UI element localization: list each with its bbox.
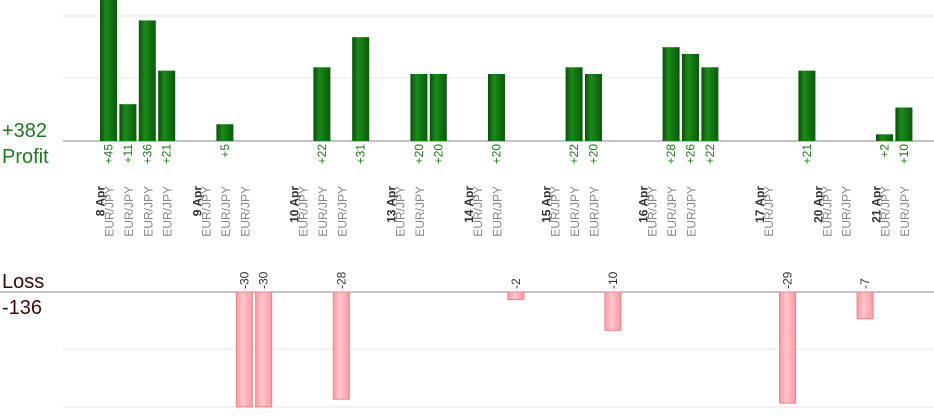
pair-label: EUR/JPY: [820, 186, 834, 237]
pair-label: EUR/JPY: [103, 186, 117, 237]
profit-bar: [138, 20, 156, 141]
date-label: 13 Apr: [385, 186, 399, 223]
pair-label: EUR/JPY: [685, 186, 699, 237]
date-label: 15 Apr: [540, 186, 554, 223]
profit-value-label: +31: [354, 144, 368, 165]
profit-bar: [410, 74, 428, 141]
profit-value-label: +20: [431, 144, 445, 165]
pair-label: EUR/JPY: [394, 186, 408, 237]
profit-bar: [216, 124, 234, 141]
loss-bar: [856, 291, 874, 320]
pair-label: EUR/JPY: [471, 186, 485, 237]
profit-value-label: +20: [412, 144, 426, 165]
profit-total: +382: [2, 120, 47, 142]
date-label: 9 Apr: [191, 186, 205, 217]
pair-label: EUR/JPY: [238, 186, 252, 237]
profit-value-label: +22: [567, 144, 581, 165]
pair-label: EUR/JPY: [219, 186, 233, 237]
profit-value-label: +28: [664, 144, 678, 165]
pair-label: EUR/JPY: [335, 186, 349, 237]
date-label: 21 Apr: [870, 186, 884, 223]
pair-label: EUR/JPY: [840, 186, 854, 237]
pair-label: EUR/JPY: [200, 186, 214, 237]
profit-bar: [429, 74, 447, 141]
profit-bar: [565, 67, 583, 141]
pair-label: EUR/JPY: [122, 186, 136, 237]
pair-label: EUR/JPY: [568, 186, 582, 237]
profit-bar: [701, 67, 719, 141]
pair-label: EUR/JPY: [665, 186, 679, 237]
loss-value-label: -30: [237, 271, 251, 289]
profit-bars: +45 +11 +36 +21 +5 +22 +31 +20 +20 +20 +22 +20 +28 +2…: [100, 0, 913, 165]
loss-bar: [507, 291, 525, 301]
profit-value-label: +45: [102, 144, 116, 165]
profit-label: Profit: [2, 146, 49, 168]
profit-value-label: +22: [703, 144, 717, 165]
loss-bars: -30 -30 -28 -2 -10 -29 -7: [235, 271, 874, 408]
pair-label: EUR/JPY: [161, 186, 175, 237]
profit-bar: [585, 74, 602, 141]
pair-label: EUR/JPY: [316, 186, 330, 237]
profit-bar: [158, 70, 176, 141]
profit-value-label: +2: [878, 144, 892, 158]
date-label: 8 Apr: [94, 186, 108, 217]
profit-bar: [119, 104, 137, 141]
loss-label: Loss: [2, 271, 44, 293]
pair-label: EUR/JPY: [588, 186, 602, 237]
axis-labels: 8 Apr 9 Apr 10 Apr 13 Apr 14 Apr 15 Apr 16 Apr…: [94, 186, 912, 237]
profit-bar: [313, 67, 331, 141]
date-label: 14 Apr: [462, 186, 476, 223]
pair-label: EUR/JPY: [646, 186, 660, 237]
pair-label: EUR/JPY: [141, 186, 155, 237]
date-label: 17 Apr: [753, 186, 767, 223]
profit-bar: [352, 37, 370, 141]
loss-value-label: -2: [509, 278, 523, 289]
pair-label: EUR/JPY: [413, 186, 427, 237]
loss-bar: [779, 291, 796, 404]
loss-value-label: -10: [606, 271, 620, 289]
pair-label: EUR/JPY: [297, 186, 311, 237]
pair-label: EUR/JPY: [879, 186, 893, 237]
loss-bar: [332, 291, 350, 400]
profit-bar: [798, 70, 816, 141]
loss-value-label: -28: [334, 271, 348, 289]
profit-value-label: +10: [897, 144, 911, 165]
profit-value-label: +26: [684, 144, 698, 165]
profit-value-label: +21: [160, 144, 174, 165]
loss-value-label: -30: [257, 271, 271, 289]
profit-value-label: +11: [121, 144, 135, 164]
loss-bar: [604, 291, 622, 331]
pair-label: EUR/JPY: [898, 186, 912, 237]
profit-bar: [100, 0, 117, 141]
loss-bar: [235, 291, 253, 408]
profit-value-label: +20: [490, 144, 504, 165]
profit-bar: [876, 134, 893, 141]
pair-label: EUR/JPY: [549, 186, 563, 237]
profit-value-label: +21: [800, 144, 814, 165]
pair-label: EUR/JPY: [762, 186, 776, 237]
profit-bar: [895, 107, 913, 141]
loss-bar: [255, 291, 273, 408]
profit-value-label: +5: [218, 144, 232, 158]
loss-value-label: -7: [858, 278, 872, 289]
profit-value-label: +36: [140, 144, 154, 165]
loss-value-label: -29: [781, 271, 795, 289]
loss-total: -136: [2, 297, 42, 319]
date-label: 20 Apr: [811, 186, 825, 223]
date-label: 16 Apr: [637, 186, 651, 223]
profit-bar: [662, 47, 680, 142]
profit-value-label: +22: [315, 144, 329, 165]
profit-value-label: +20: [587, 144, 601, 165]
date-label: 10 Apr: [288, 186, 302, 223]
profit-bar: [682, 53, 699, 141]
pair-label: EUR/JPY: [491, 186, 505, 237]
profit-bar: [488, 74, 505, 141]
